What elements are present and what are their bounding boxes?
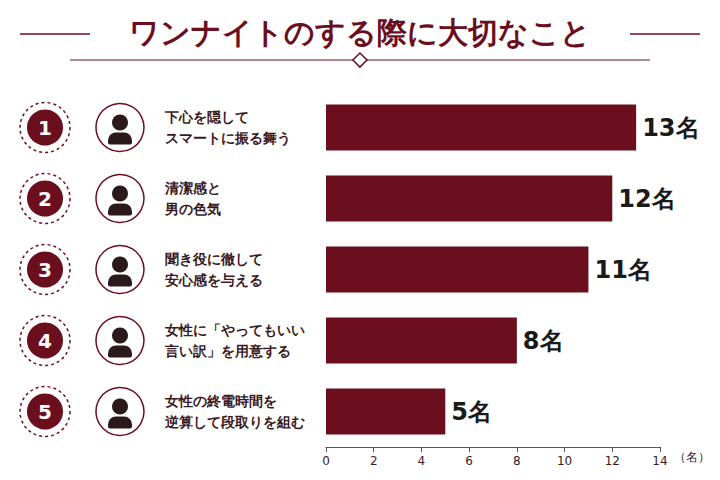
svg-text:0: 0 — [322, 454, 330, 468]
svg-text:5: 5 — [38, 400, 52, 424]
svg-text:逆算して段取りを組む: 逆算して段取りを組む — [164, 414, 305, 430]
svg-text:8名: 8名 — [523, 327, 564, 355]
svg-text:8: 8 — [513, 454, 521, 468]
svg-text:14: 14 — [652, 454, 667, 468]
svg-text:4: 4 — [38, 329, 52, 353]
svg-text:言い訳」を用意する: 言い訳」を用意する — [164, 343, 291, 359]
svg-text:5名: 5名 — [451, 398, 492, 426]
svg-text:男の色気: 男の色気 — [164, 201, 221, 217]
svg-text:下心を隠して: 下心を隠して — [164, 109, 249, 125]
svg-text:（名）: （名） — [674, 450, 710, 464]
svg-text:11名: 11名 — [594, 256, 651, 284]
svg-text:4: 4 — [418, 454, 426, 468]
svg-text:聞き役に徹して: 聞き役に徹して — [165, 251, 263, 267]
svg-text:2: 2 — [370, 454, 378, 468]
svg-text:女性に「やってもいい: 女性に「やってもいい — [164, 322, 305, 338]
svg-text:6: 6 — [465, 454, 473, 468]
svg-text:1: 1 — [38, 116, 52, 140]
svg-text:10: 10 — [557, 454, 572, 468]
svg-text:13名: 13名 — [642, 114, 699, 142]
svg-text:女性の終電時間を: 女性の終電時間を — [164, 393, 277, 409]
svg-text:12名: 12名 — [618, 185, 675, 213]
svg-text:3: 3 — [38, 258, 52, 282]
svg-text:清潔感と: 清潔感と — [164, 180, 221, 196]
svg-text:12: 12 — [605, 454, 620, 468]
svg-text:安心感を与える: 安心感を与える — [165, 272, 263, 288]
svg-text:ワンナイトのする際に大切なこと: ワンナイトのする際に大切なこと — [129, 15, 591, 50]
svg-text:2: 2 — [38, 187, 52, 211]
svg-text:スマートに振る舞う: スマートに振る舞う — [165, 130, 291, 147]
